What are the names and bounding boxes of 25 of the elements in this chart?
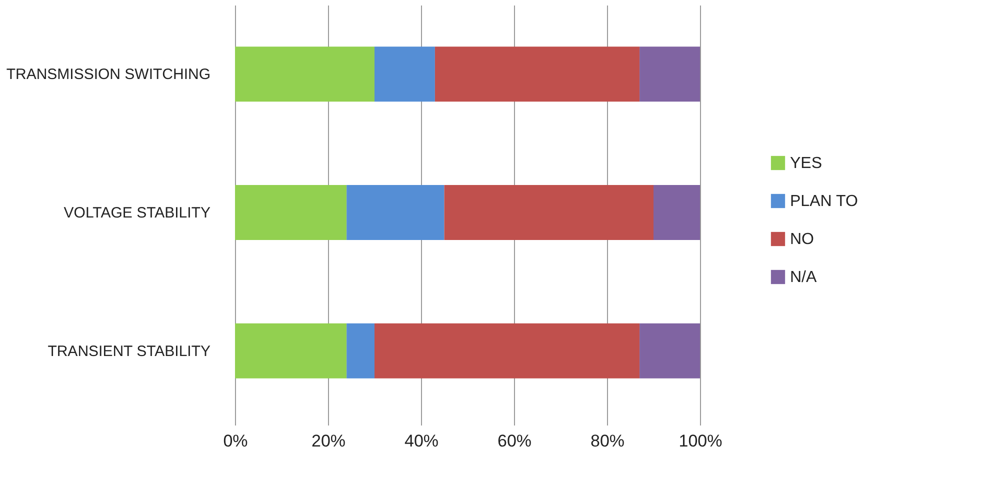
- bar: [235, 185, 347, 240]
- legend-label: NO: [790, 231, 814, 248]
- bar: [374, 46, 435, 102]
- x-tick-label: 0%: [223, 432, 248, 450]
- bar: [235, 323, 347, 378]
- y-tick-label: TRANSIENT STABILITY: [48, 342, 210, 360]
- bar: [640, 323, 700, 378]
- legend-label: N/A: [790, 269, 817, 286]
- bar: [346, 323, 374, 378]
- bar: [444, 185, 654, 240]
- y-tick-label: VOLTAGE STABILITY: [64, 204, 210, 222]
- x-tick-label: 40%: [404, 432, 439, 450]
- bar: [235, 46, 374, 102]
- bar: [346, 185, 444, 240]
- x-tick-label: 80%: [590, 432, 625, 450]
- bar: [434, 46, 640, 102]
- y-tick-label: TRANSMISSION SWITCHING: [6, 66, 210, 84]
- legend-label: PLAN TO: [790, 193, 858, 210]
- legend-label: YES: [790, 155, 822, 172]
- bar: [374, 323, 640, 378]
- bar: [654, 185, 700, 240]
- x-tick-label: 60%: [497, 432, 532, 450]
- x-tick-label: 100%: [678, 432, 722, 450]
- bar: [640, 46, 700, 102]
- x-tick-label: 20%: [311, 432, 346, 450]
